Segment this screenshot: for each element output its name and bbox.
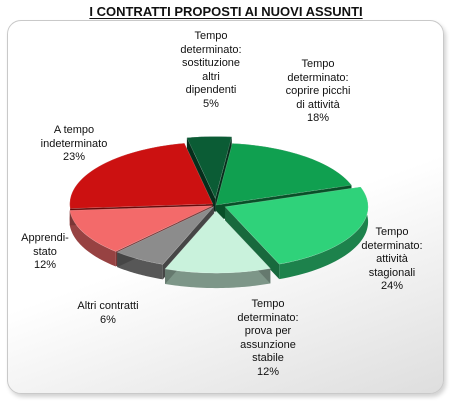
slice-label-line: A tempo: [53, 124, 95, 136]
pie-slice-5: [69, 205, 213, 252]
slice-value-label: 6%: [100, 313, 116, 326]
slice-label-line: assunzione: [240, 338, 296, 351]
slice-label-0: Tempo determinato: sostituzione altri dipend…: [180, 30, 241, 111]
pie-slice-side-5: [69, 210, 116, 267]
slice-label-line: altri: [202, 70, 220, 83]
slice-value-label: 12%: [256, 365, 280, 378]
pie-slice-side-3: [165, 268, 271, 289]
slice-label-line: determinato:: [180, 43, 242, 56]
pie-slice-4: [116, 206, 215, 265]
slice-label-line: Tempo: [251, 298, 285, 310]
slice-label-line: Tempo: [375, 226, 409, 238]
slice-label-line: indeterminato: [40, 137, 108, 150]
slice-label-line: stato: [33, 245, 57, 258]
slice-label-1: Tempo determinato: coprire picchi di attivi…: [286, 58, 351, 126]
pie-slice-0: [186, 136, 233, 200]
slice-value-label: 12%: [33, 259, 57, 271]
slice-label-line: dipendenti: [185, 84, 237, 96]
slice-label-5: Apprendi-stato 12%: [21, 232, 69, 273]
slice-label-line: Altri contratti: [77, 300, 139, 312]
slice-label-line: prova per: [244, 325, 292, 337]
slice-label-line: stabile: [252, 352, 284, 364]
slice-label-line: Tempo: [301, 58, 335, 70]
slice-label-line: coprire picchi: [285, 85, 351, 97]
pie-slice-3: [164, 210, 271, 274]
slice-label-line: attività: [376, 253, 408, 265]
slice-label-line: di attività: [296, 98, 340, 111]
slice-label-line: sostituzione: [181, 57, 241, 69]
slice-label-line: stagionali: [368, 266, 416, 279]
slice-label-line: Apprendi-: [21, 232, 69, 244]
slice-label-line: determinato:: [287, 71, 349, 84]
pie-slice-edge-2-1: [225, 206, 280, 280]
slice-label-4: Altri contratti 6%: [77, 300, 138, 327]
slice-value-label: 23%: [62, 151, 86, 163]
pie-slice-side-2: [279, 186, 369, 280]
pie-slice-6: [69, 142, 214, 209]
slice-value-label: 5%: [203, 97, 219, 110]
pie-slice-2: [224, 186, 369, 265]
slice-label-line: determinato:: [361, 239, 423, 252]
slice-label-2: Tempo determinato: attività stagionali 24%: [361, 226, 422, 294]
chart-title: I CONTRATTI PROPOSTI AI NUOVI ASSUNTI: [89, 4, 363, 19]
slice-label-6: A tempo indeterminato 23%: [41, 124, 108, 165]
slice-value-label: 18%: [306, 112, 330, 124]
slice-label-line: Tempo: [194, 30, 228, 42]
pie-slice-1: [215, 143, 353, 206]
slice-label-3: Tempo determinato: prova per assunzione stab…: [237, 298, 298, 379]
slice-label-line: determinato:: [237, 311, 299, 324]
slice-value-label: 24%: [380, 280, 404, 292]
